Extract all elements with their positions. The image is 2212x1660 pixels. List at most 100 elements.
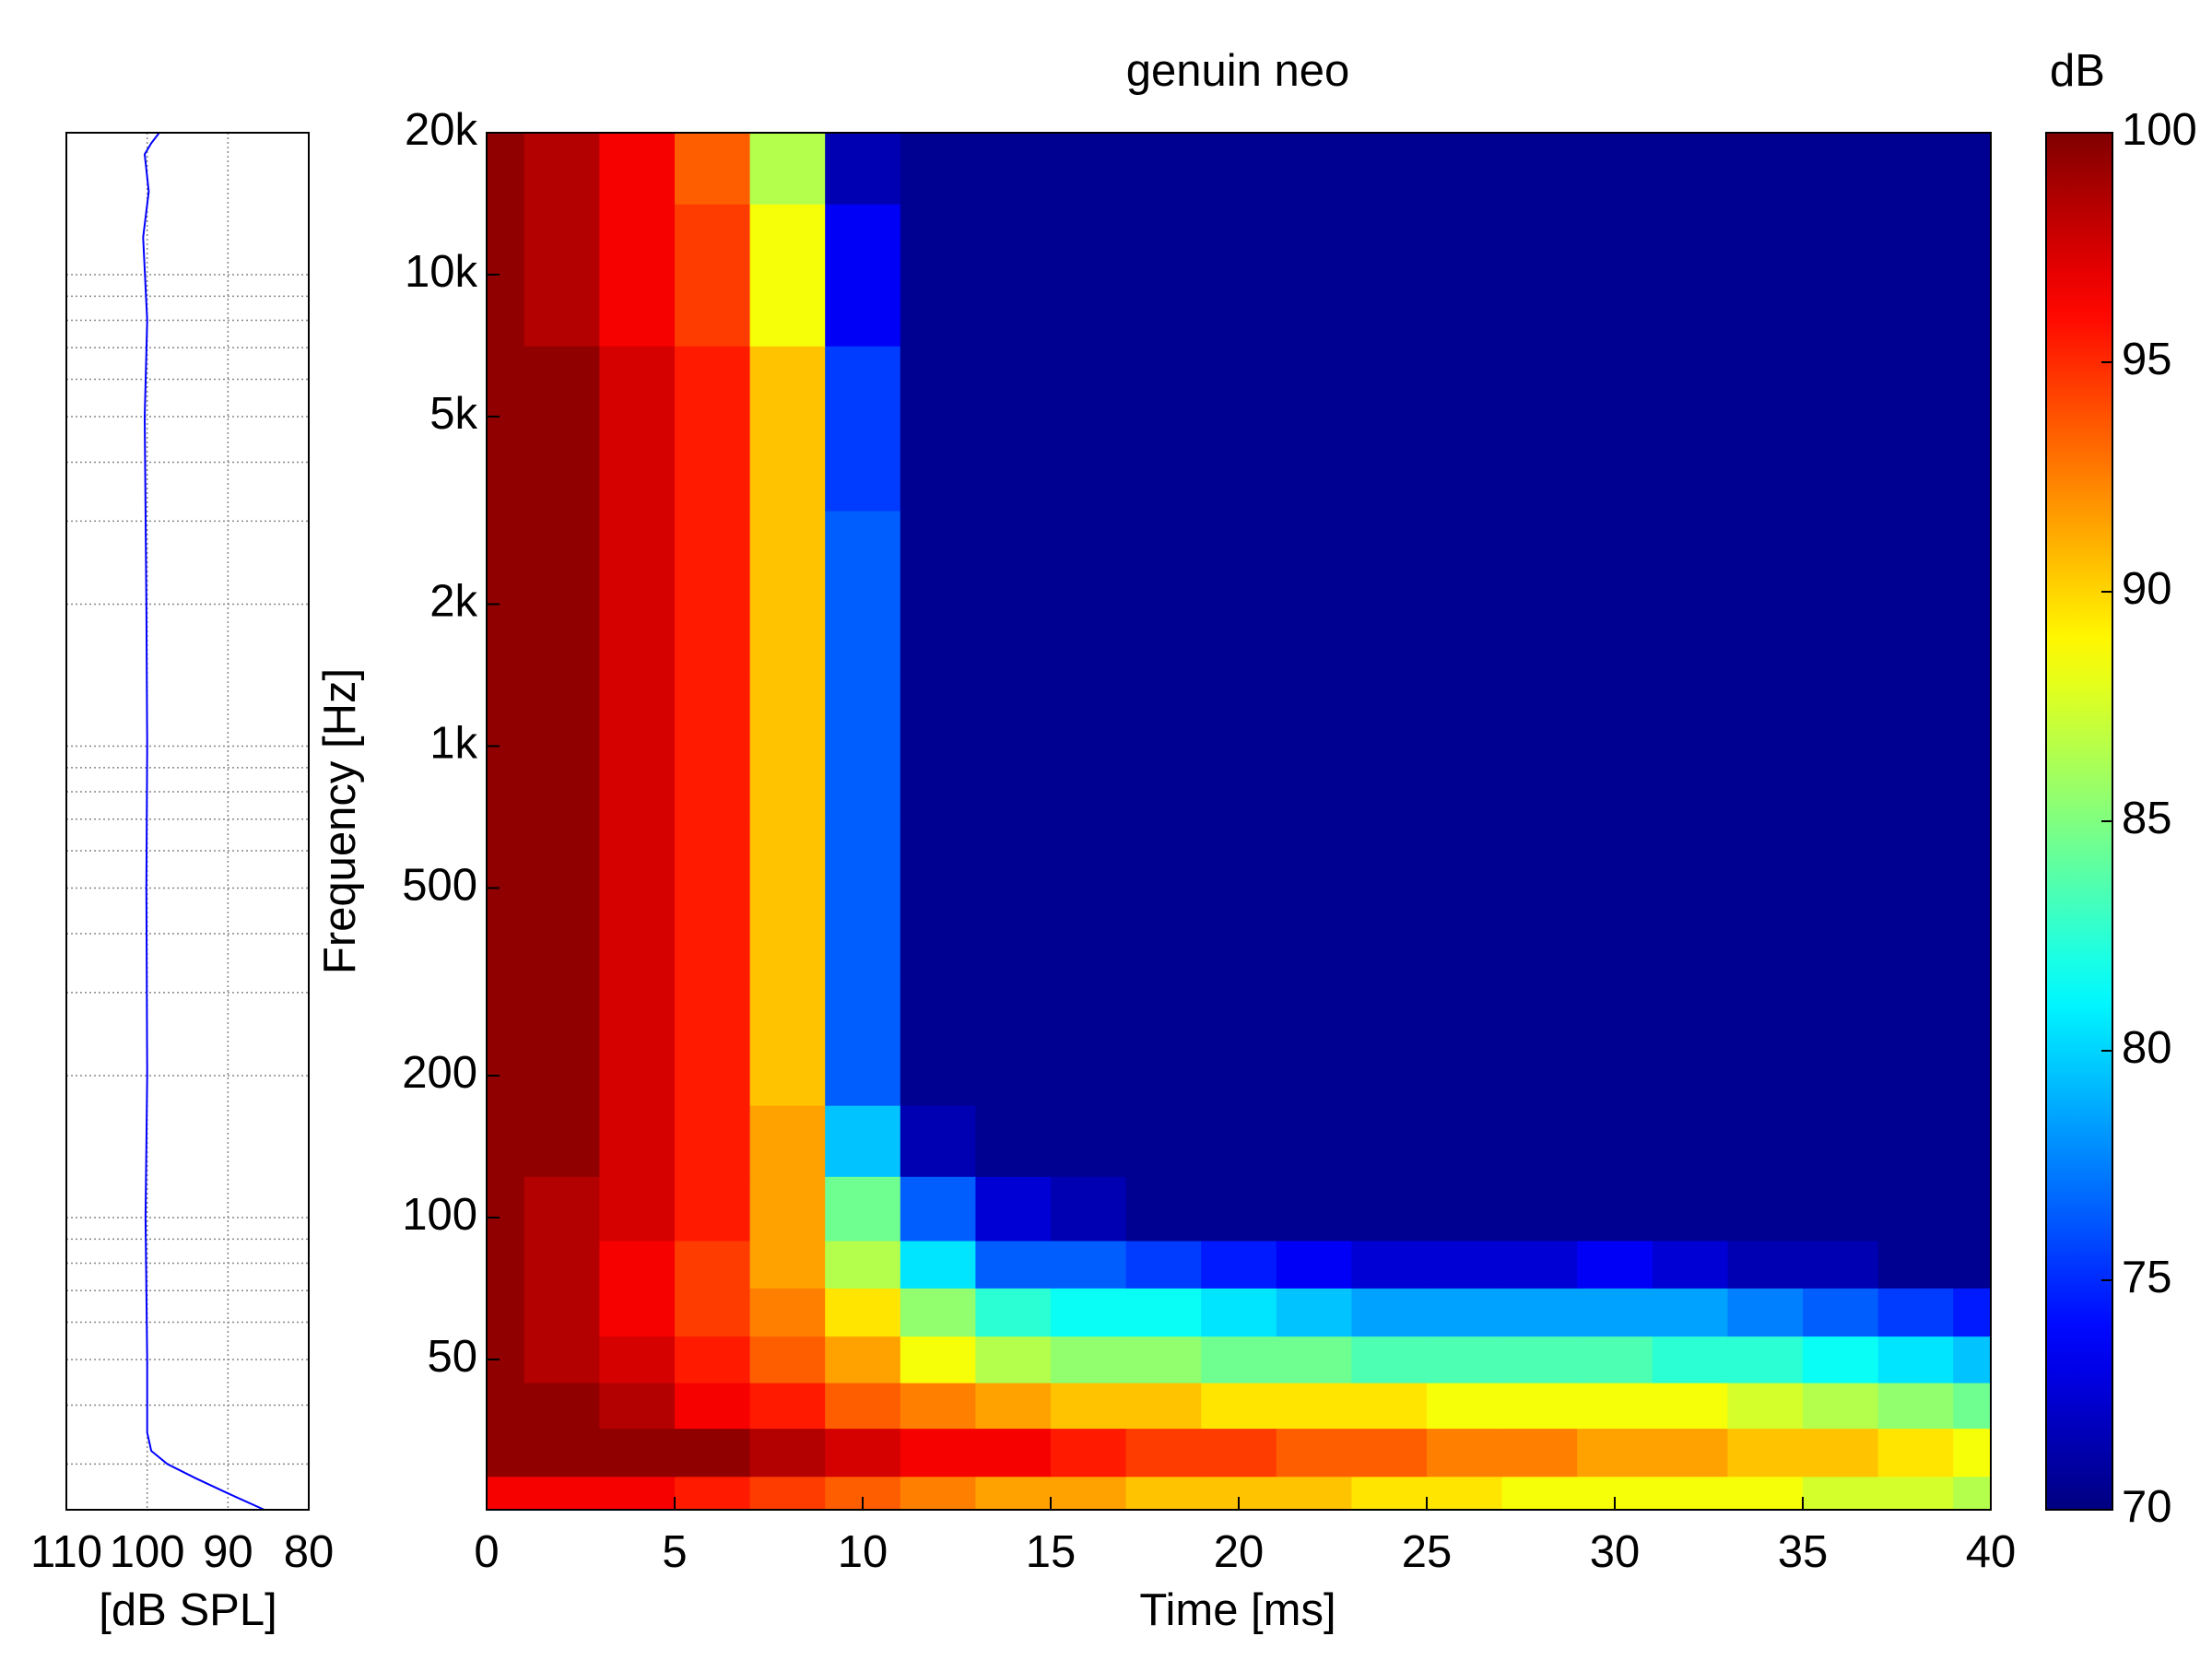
heatmap-cell bbox=[1803, 133, 1879, 205]
heatmap-cell bbox=[749, 1336, 826, 1383]
heatmap-cell bbox=[900, 1175, 977, 1242]
colorbar-tick-label: 70 bbox=[2122, 1482, 2172, 1532]
heatmap-cell bbox=[524, 133, 601, 205]
heatmap-cell bbox=[1501, 817, 1578, 983]
heatmap-cell bbox=[1201, 982, 1277, 1106]
heatmap-cell bbox=[975, 1288, 1052, 1337]
heatmap-cell bbox=[900, 817, 977, 983]
heatmap-cell bbox=[524, 817, 601, 983]
heatmap-cell bbox=[675, 1288, 751, 1337]
heatmap-cell bbox=[900, 204, 977, 347]
heatmap-cell bbox=[1727, 1336, 1804, 1383]
heatmap-cell bbox=[524, 1175, 601, 1242]
heatmap-cell bbox=[1125, 1288, 1202, 1337]
heatmap-cell bbox=[599, 1336, 676, 1383]
heatmap-cell bbox=[599, 346, 676, 512]
heatmap-cell bbox=[1351, 1382, 1428, 1430]
heatmap-cell bbox=[599, 510, 676, 677]
heatmap-cell bbox=[1727, 1382, 1804, 1430]
heatmap-cell bbox=[1577, 204, 1653, 347]
heatmap-cell bbox=[487, 346, 525, 512]
heatmap-cell bbox=[1201, 1175, 1277, 1242]
axes-frame bbox=[65, 132, 310, 1511]
heatmap-cell bbox=[487, 817, 525, 983]
heatmap-cell bbox=[1125, 675, 1202, 818]
heatmap-cell bbox=[1351, 204, 1428, 347]
heatmap-cell bbox=[1727, 817, 1804, 983]
heatmap-cell bbox=[1276, 1240, 1353, 1289]
heatmap-cell bbox=[1727, 1240, 1804, 1289]
heatmap-cell bbox=[1351, 346, 1428, 512]
heatmap-cell bbox=[1877, 1382, 1954, 1430]
heatmap-cell bbox=[1501, 1476, 1578, 1511]
heatmap-cell bbox=[1727, 1288, 1804, 1337]
heatmap-cell bbox=[1427, 1428, 1503, 1478]
heatmap-cell bbox=[1652, 675, 1729, 818]
heatmap-cell bbox=[749, 1428, 826, 1478]
heatmap-cell bbox=[749, 346, 826, 512]
heatmap-cell bbox=[1501, 1336, 1578, 1383]
heatmap-cell bbox=[1577, 1428, 1653, 1478]
heatmap-cell bbox=[1276, 346, 1353, 512]
heatmap-cell bbox=[1201, 204, 1277, 347]
x-tick-label: 90 bbox=[203, 1527, 253, 1577]
y-tick-label: 200 bbox=[402, 1048, 477, 1098]
heatmap-cell bbox=[1051, 675, 1127, 818]
heatmap-cell bbox=[1351, 1428, 1428, 1478]
heatmap-cell bbox=[1953, 133, 1992, 205]
colorbar-tick-label: 100 bbox=[2122, 105, 2197, 155]
heatmap-cell bbox=[1877, 982, 1954, 1106]
heatmap-cell bbox=[487, 1476, 525, 1511]
heatmap-cell bbox=[825, 817, 901, 983]
heatmap-cells bbox=[487, 133, 1992, 1511]
heatmap-cell bbox=[1953, 1428, 1992, 1478]
heatmap-cell bbox=[1577, 982, 1653, 1106]
heatmap-cell bbox=[599, 1428, 676, 1478]
heatmap-cell bbox=[825, 510, 901, 677]
x-tick-label: 100 bbox=[110, 1527, 185, 1577]
heatmap-cell bbox=[1577, 1240, 1653, 1289]
x-tick-label: 0 bbox=[474, 1527, 499, 1577]
heatmap-cell bbox=[1501, 133, 1578, 205]
heatmap-cell bbox=[1803, 1105, 1879, 1177]
colorbar-title: dB bbox=[2050, 46, 2105, 96]
heatmap-cell bbox=[900, 1428, 977, 1478]
heatmap-cell bbox=[825, 1382, 901, 1430]
heatmap-cell bbox=[1652, 1428, 1729, 1478]
heatmap-cell bbox=[1501, 1175, 1578, 1242]
x-tick-label: 20 bbox=[1214, 1527, 1265, 1577]
y-tick-label: 1k bbox=[429, 718, 477, 768]
heatmap-cell bbox=[1877, 1240, 1954, 1289]
line-series bbox=[142, 132, 265, 1511]
heatmap-cell bbox=[1427, 1382, 1503, 1430]
heatmap-cell bbox=[1276, 1175, 1353, 1242]
heatmap-cell bbox=[1727, 675, 1804, 818]
heatmap-cell bbox=[975, 817, 1052, 983]
heatmap-cell bbox=[1577, 1382, 1653, 1430]
heatmap-cell bbox=[1727, 982, 1804, 1106]
heatmap-cell bbox=[675, 1382, 751, 1430]
y-tick-label: 20k bbox=[405, 105, 478, 155]
heatmap-cell bbox=[487, 1382, 525, 1430]
heatmap-cell bbox=[1577, 1105, 1653, 1177]
heatmap-cell bbox=[1877, 675, 1954, 818]
heatmap-cell bbox=[975, 1105, 1052, 1177]
heatmap-cell bbox=[599, 1288, 676, 1337]
heatmap-cell bbox=[1201, 1105, 1277, 1177]
heatmap-cell bbox=[1051, 1175, 1127, 1242]
heatmap-cell bbox=[524, 1476, 601, 1511]
x-tick-label: 15 bbox=[1026, 1527, 1077, 1577]
heatmap-cell bbox=[1803, 675, 1879, 818]
heatmap-cell bbox=[900, 1288, 977, 1337]
heatmap-cell bbox=[1652, 1476, 1729, 1511]
heatmap-cell bbox=[1953, 1105, 1992, 1177]
heatmap-cell bbox=[1201, 346, 1277, 512]
heatmap-cell bbox=[1577, 1175, 1653, 1242]
heatmap-cell bbox=[1501, 1428, 1578, 1478]
heatmap-cell bbox=[1427, 133, 1503, 205]
y-tick-label: 50 bbox=[427, 1332, 477, 1382]
heatmap-cell bbox=[675, 133, 751, 205]
heatmap-cell bbox=[1276, 1428, 1353, 1478]
heatmap-cell bbox=[1201, 817, 1277, 983]
heatmap-cell bbox=[1877, 817, 1954, 983]
